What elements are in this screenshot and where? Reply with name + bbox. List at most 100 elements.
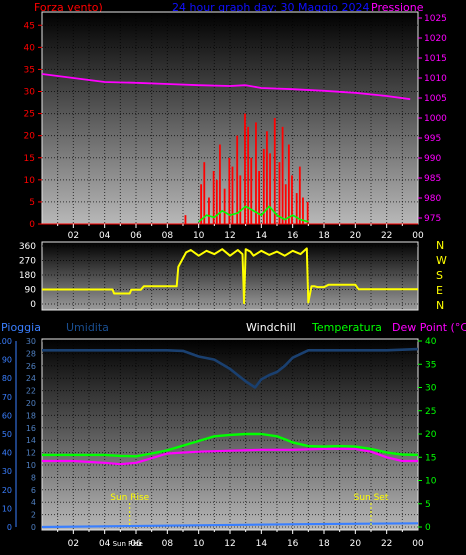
direction-panel-grid (41, 241, 419, 311)
hour-tick-label: 16 (287, 231, 299, 241)
wind-axis-title: Forza vento) (34, 1, 103, 14)
panel-frame (41, 241, 419, 311)
wind-bar (287, 144, 290, 224)
direction-tick-label: 0 (30, 300, 36, 310)
temperature-tick-label: 10 (425, 477, 437, 487)
rain-tick-label: 60 (2, 411, 12, 420)
humidity-tick-label: 22 (26, 387, 36, 396)
direction-degrees-axis: 0 90 180 270 360 (19, 242, 36, 310)
rain-tick-label: 0 (7, 523, 12, 532)
pressure-tick-label: 1000 (424, 114, 447, 124)
rain-line (41, 522, 419, 529)
temperature-panel-series: Sun Rise Sun Set (41, 347, 419, 529)
rain-tick-label: 70 (2, 393, 12, 402)
wind-bar (212, 171, 215, 224)
pressure-tick-label: 1005 (424, 94, 447, 104)
wind-bar (262, 148, 265, 224)
humidity-tick-label: 26 (26, 362, 36, 371)
wind-bar (281, 126, 284, 224)
wind-bar (223, 188, 226, 224)
direction-panel-series (42, 247, 418, 305)
graph-date-title: 24 hour graph day: 30 Maggio 2024 (172, 1, 369, 14)
gust-line (198, 205, 309, 223)
rain-tick-label: 100 (0, 337, 12, 346)
hour-tick-label: 12 (224, 231, 235, 241)
pressure-axis: 975 980 985 990 995 1000 1005 1010 1015 1020 1025 (418, 14, 447, 224)
pressure-tick-label: 1015 (424, 54, 447, 64)
wind-bar (291, 175, 293, 224)
temperature-tick-label: 25 (425, 407, 436, 417)
pressure-tick-label: 975 (424, 214, 441, 224)
humidity-tick-label: 2 (31, 511, 36, 520)
rain-tick-label: 50 (2, 430, 12, 439)
wind-tick-label: 25 (24, 110, 35, 120)
wind-bar (239, 175, 242, 224)
wind-bar (228, 157, 231, 224)
wind-bar (255, 122, 257, 224)
hour-tick-label: 20 (350, 539, 362, 549)
temperature-tick-label: 20 (425, 430, 437, 440)
wind-bar (250, 157, 253, 224)
hour-tick-label: 18 (318, 231, 330, 241)
humidity-tick-label: 6 (31, 486, 36, 495)
hour-tick-label: 22 (381, 231, 392, 241)
wind-bar (231, 166, 234, 224)
legend-dew-point: Dew Point (°C) (392, 321, 466, 334)
humidity-tick-label: 30 (26, 337, 36, 346)
wind-bar (208, 197, 210, 224)
hour-tick-label: 02 (68, 539, 79, 549)
compass-tick-label: E (436, 284, 443, 297)
humidity-tick-label: 8 (31, 473, 36, 482)
pressure-tick-label: 1020 (424, 34, 447, 44)
rain-axis-title: Pioggia (1, 321, 41, 334)
temperature-panel-hour-axis: 02 04 06 08 10 12 14 16 18 20 22 00 Sun Rise (57, 530, 424, 549)
hour-tick-label: 06 (130, 539, 142, 549)
dewpoint-line (42, 447, 418, 466)
wind-bar (295, 193, 298, 224)
direction-tick-label: 360 (19, 242, 36, 252)
hour-tick-label: 04 (99, 539, 111, 549)
wind-bar (306, 201, 309, 224)
wind-bar (266, 131, 268, 224)
humidity-tick-label: 18 (26, 411, 36, 420)
humidity-tick-label: 24 (26, 374, 36, 383)
hour-tick-label: 00 (412, 539, 424, 549)
temperature-axis: 0 5 10 15 20 25 30 35 40 (418, 337, 437, 533)
hour-tick-label: 06 (130, 231, 142, 241)
temperature-tick-label: 0 (425, 523, 431, 533)
wind-bar (215, 179, 218, 224)
hour-tick-label: 04 (99, 231, 111, 241)
wind-bar (258, 171, 260, 224)
hour-tick-label: 10 (193, 539, 205, 549)
humidity-axis-title: Umidita (66, 321, 109, 334)
pressure-axis-title: Pressione (371, 1, 424, 14)
wind-bar (269, 153, 271, 224)
pressure-tick-label: 1025 (424, 14, 447, 24)
rain-tick-label: 80 (2, 374, 12, 383)
humidity-tick-label: 10 (26, 461, 36, 470)
legend-temperature: Temperatura (311, 321, 382, 334)
sun-rise-label: Sun Rise (110, 493, 149, 503)
sun-set-label: Sun Set (354, 493, 389, 503)
temperature-tick-label: 30 (425, 384, 437, 394)
compass-tick-label: W (436, 254, 447, 267)
wind-bar (273, 118, 276, 224)
wind-bar (302, 197, 304, 224)
temperature-tick-label: 35 (425, 360, 436, 370)
hour-tick-label: 10 (193, 231, 205, 241)
sun-rise-tick-label: Sun Rise (113, 540, 143, 548)
wind-bar (219, 144, 221, 224)
direction-tick-label: 90 (25, 286, 37, 296)
pressure-tick-label: 995 (424, 134, 441, 144)
temperature-tick-label: 15 (425, 453, 436, 463)
hour-tick-label: 16 (287, 539, 299, 549)
rain-tick-label: 10 (2, 504, 12, 513)
wind-bar (247, 126, 250, 224)
wind-panel-grid (41, 11, 419, 225)
pressure-tick-label: 985 (424, 174, 441, 184)
wind-tick-label: 30 (24, 88, 36, 98)
humidity-tick-label: 14 (26, 436, 36, 445)
rain-tick-label: 30 (2, 467, 12, 476)
legend-windchill: Windchill (246, 321, 296, 334)
